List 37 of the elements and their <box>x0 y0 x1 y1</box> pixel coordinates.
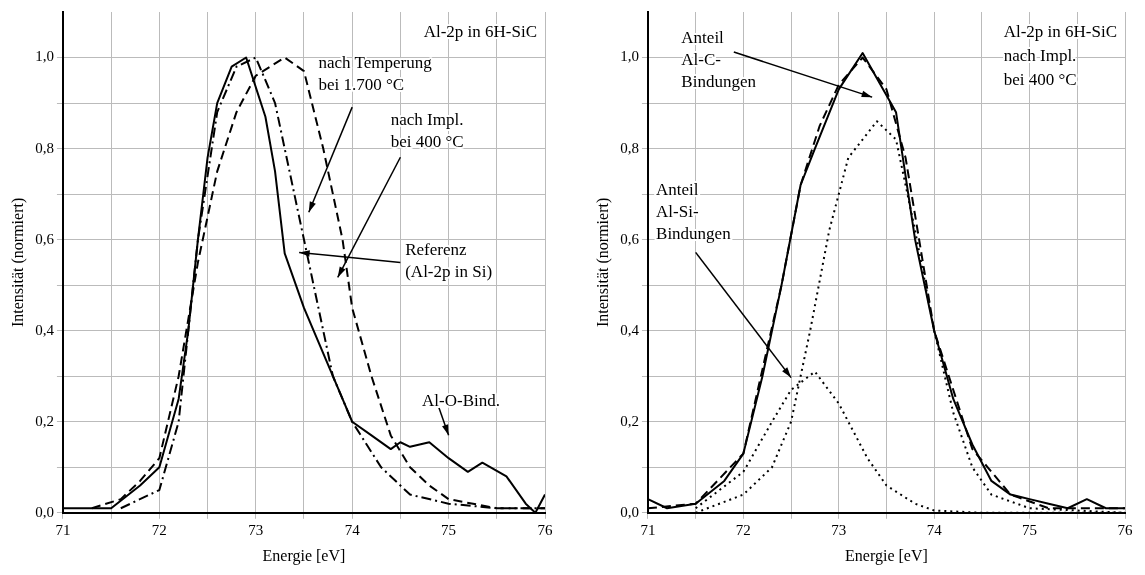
y-axis-title: Intensität (normiert) <box>8 197 27 328</box>
annotation: Anteil Al-Si- Bindungen <box>656 180 732 244</box>
x-tick-label: 73 <box>831 521 847 538</box>
y-tick-label: 0,8 <box>35 139 54 156</box>
y-tick-label: 0,6 <box>620 230 640 247</box>
y-tick-label: 1,0 <box>35 48 54 65</box>
y-tick-label: 0,8 <box>620 139 639 156</box>
annotation: nach Temperung bei 1.700 °C <box>318 52 433 94</box>
y-tick-label: 0,0 <box>620 503 639 520</box>
x-tick-label: 71 <box>640 521 656 538</box>
y-tick-label: 0,6 <box>35 230 55 247</box>
x-tick-label: 72 <box>151 521 167 538</box>
y-tick-label: 0,2 <box>35 412 54 429</box>
text: Al-2p in 6H-SiC <box>1003 21 1117 41</box>
y-tick-label: 0,4 <box>620 321 640 338</box>
x-tick-label: 74 <box>344 521 361 538</box>
x-tick-label: 73 <box>248 521 264 538</box>
y-tick-label: 0,4 <box>35 321 55 338</box>
text: Al-2p in 6H-SiC <box>423 21 537 41</box>
y-tick-label: 0,2 <box>620 412 639 429</box>
x-axis-title: Energie [eV] <box>262 546 346 565</box>
x-tick-label: 72 <box>735 521 751 538</box>
y-axis-title: Intensität (normiert) <box>593 197 612 328</box>
x-tick-label: 74 <box>926 521 943 538</box>
x-axis-title: Energie [eV] <box>845 546 928 565</box>
x-tick-label: 76 <box>537 521 553 538</box>
annotation: Referenz (Al-2p in Si) <box>405 240 493 282</box>
x-tick-label: 71 <box>55 521 71 538</box>
annotation: Al-O-Bind. <box>422 390 500 410</box>
x-tick-label: 75 <box>441 521 457 538</box>
x-tick-label: 76 <box>1117 521 1133 538</box>
x-tick-label: 75 <box>1022 521 1038 538</box>
text: nach Impl. bei 400 °C <box>1003 45 1077 89</box>
annotation: nach Impl. bei 400 °C <box>390 110 464 152</box>
y-tick-label: 1,0 <box>620 48 639 65</box>
annotation: Anteil Al-C- Bindungen <box>681 28 757 92</box>
y-tick-label: 0,0 <box>35 503 54 520</box>
